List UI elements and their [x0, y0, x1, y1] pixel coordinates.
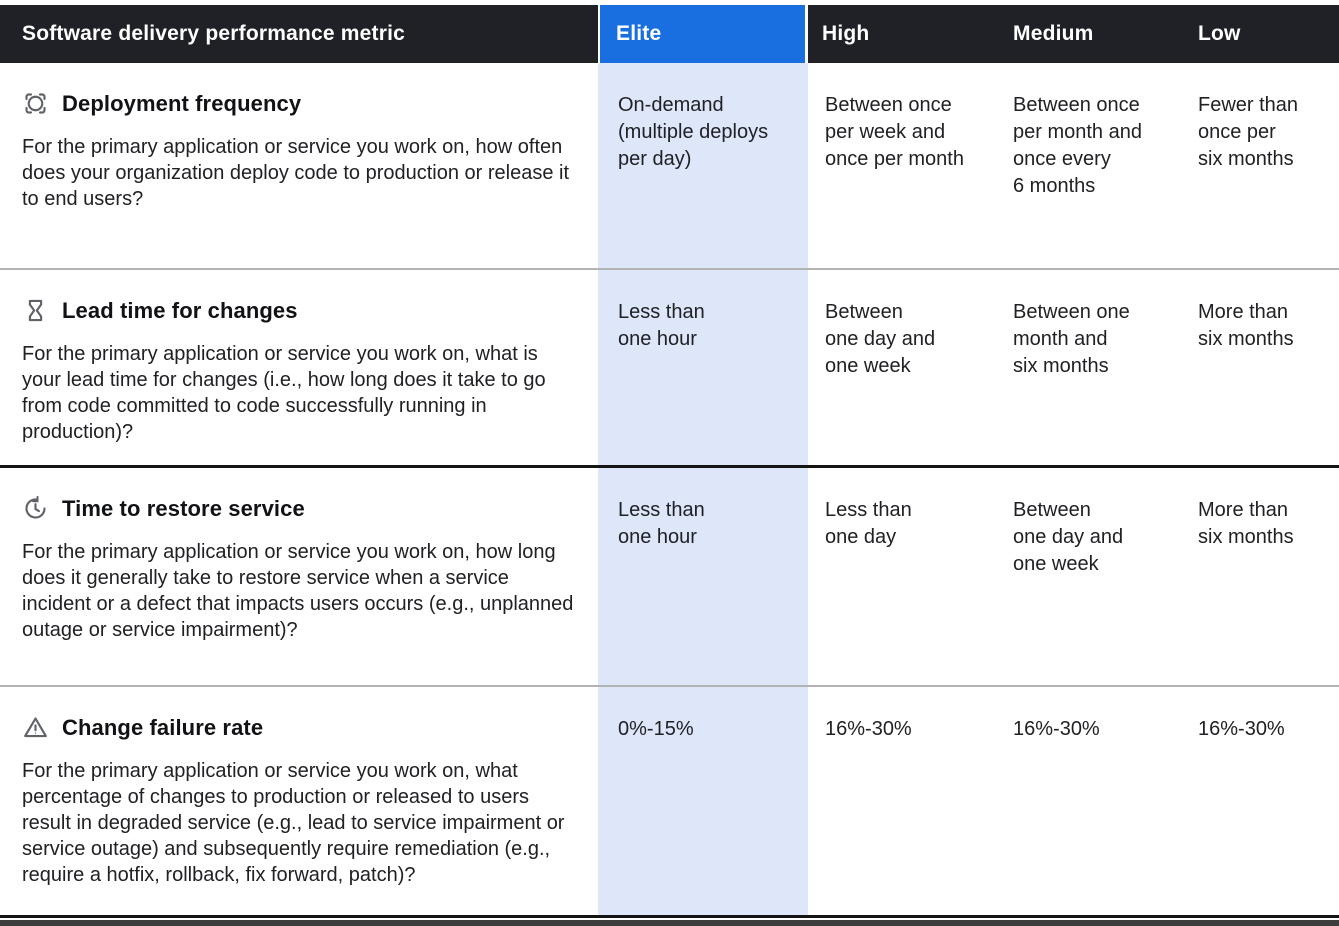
table-header-row: Software delivery performance metric Eli…	[0, 5, 1339, 63]
metric-description: For the primary application or service y…	[22, 541, 574, 641]
metric-title: Lead time for changes	[62, 297, 298, 323]
header-high-column: High	[808, 5, 1000, 63]
value-low: More than six months	[1198, 499, 1294, 548]
elite-column-highlight	[598, 63, 808, 915]
table-bottom-border	[0, 915, 1339, 926]
metric-title: Deployment frequency	[62, 90, 302, 116]
metric-title-line: Lead time for changes	[22, 297, 576, 324]
value-low: Fewer than once per six months	[1198, 94, 1299, 170]
value-medium: Between once per month and once every 6 …	[1013, 94, 1142, 197]
header-medium-column: Medium	[1000, 5, 1184, 63]
bottom-border-gap	[0, 918, 1339, 920]
value-elite: 0%-15%	[618, 718, 694, 740]
metric-cell: Change failure rate For the primary appl…	[0, 687, 598, 915]
metric-cell: Lead time for changes For the primary ap…	[0, 270, 598, 465]
metric-title-line: Time to restore service	[22, 495, 576, 522]
value-high: Between once per week and once per month	[825, 94, 964, 170]
restore-service-clock-icon	[22, 495, 49, 522]
table-row-lead-time: Lead time for changes For the primary ap…	[0, 270, 1339, 468]
change-failure-warning-icon	[22, 714, 49, 741]
lead-time-hourglass-icon	[22, 297, 49, 324]
metric-title-line: Change failure rate	[22, 714, 576, 741]
table-row-deployment-frequency: Deployment frequency For the primary app…	[0, 63, 1339, 270]
header-elite-label: Elite	[616, 22, 662, 45]
header-low-label: Low	[1198, 22, 1241, 45]
metric-description: For the primary application or service y…	[22, 136, 570, 210]
value-high: Less than one day	[825, 499, 912, 548]
metric-cell: Deployment frequency For the primary app…	[0, 63, 598, 268]
header-high-label: High	[822, 22, 870, 45]
metric-title-line: Deployment frequency	[22, 90, 576, 117]
metric-description: For the primary application or service y…	[22, 760, 565, 886]
header-medium-label: Medium	[1013, 22, 1094, 45]
metric-description: For the primary application or service y…	[22, 343, 546, 443]
header-metric-label: Software delivery performance metric	[22, 22, 406, 45]
value-medium: 16%-30%	[1013, 718, 1100, 740]
table-row-time-to-restore: Time to restore service For the primary …	[0, 468, 1339, 687]
value-elite: On-demand (multiple deploys per day)	[618, 94, 769, 170]
metric-title: Change failure rate	[62, 714, 264, 740]
bottom-border-band	[0, 920, 1339, 926]
value-elite: Less than one hour	[618, 301, 705, 350]
value-medium: Between one month and six months	[1013, 301, 1130, 377]
bottom-border-line	[0, 915, 1339, 918]
metric-cell: Time to restore service For the primary …	[0, 468, 598, 685]
deployment-frequency-icon	[22, 90, 49, 117]
value-low: More than six months	[1198, 301, 1294, 350]
header-elite-column: Elite	[598, 5, 808, 63]
value-elite: Less than one hour	[618, 499, 705, 548]
value-low: 16%-30%	[1198, 718, 1285, 740]
value-medium: Between one day and one week	[1013, 499, 1124, 575]
header-metric-column: Software delivery performance metric	[0, 5, 598, 63]
metric-title: Time to restore service	[62, 495, 305, 521]
value-high: 16%-30%	[825, 718, 912, 740]
table-row-change-failure-rate: Change failure rate For the primary appl…	[0, 687, 1339, 915]
value-high: Between one day and one week	[825, 301, 936, 377]
header-low-column: Low	[1184, 5, 1339, 63]
